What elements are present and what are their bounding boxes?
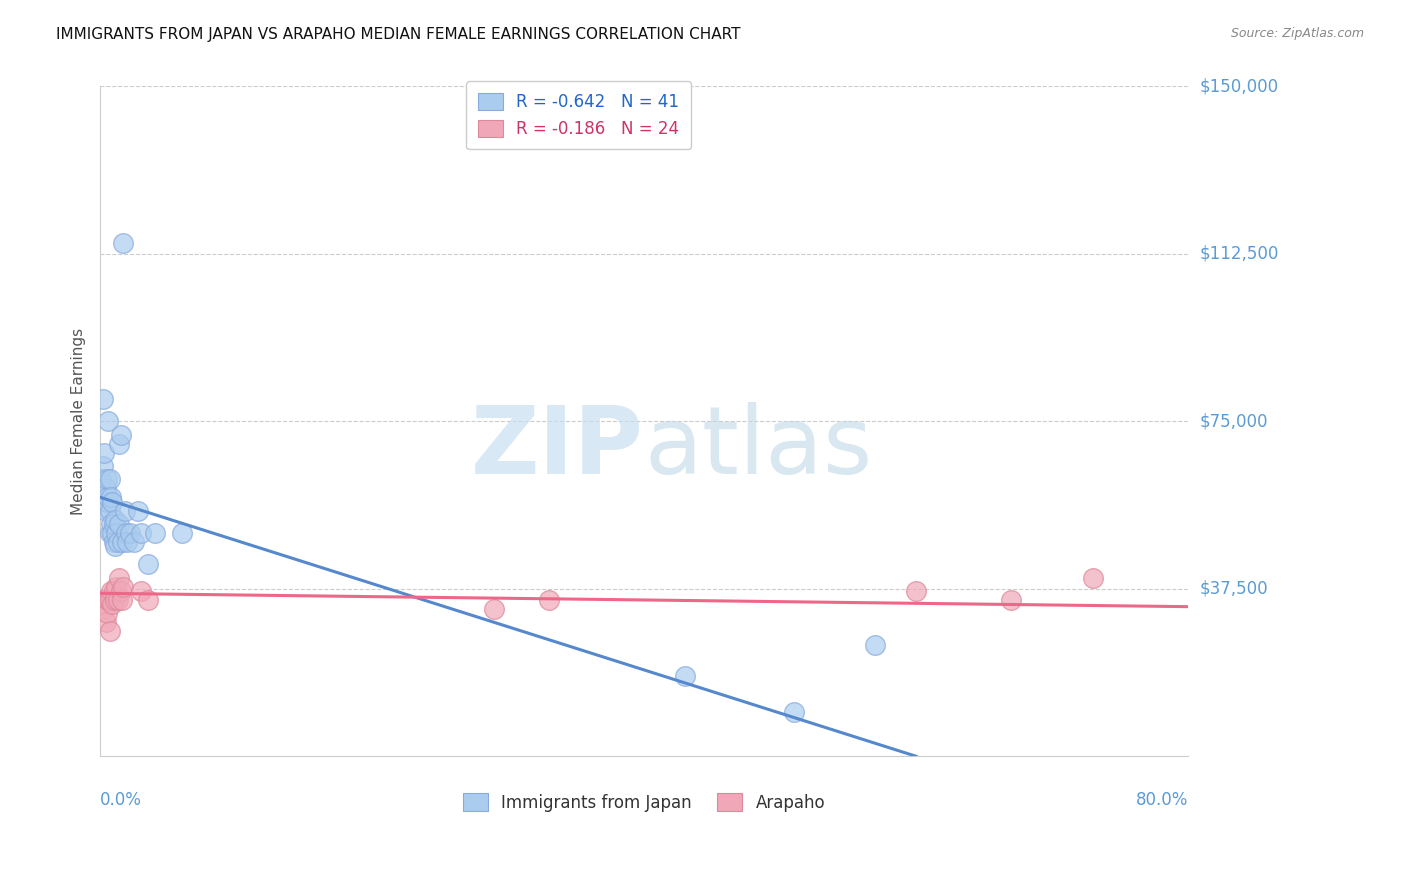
Text: Source: ZipAtlas.com: Source: ZipAtlas.com [1230, 27, 1364, 40]
Text: ZIP: ZIP [471, 402, 644, 494]
Point [112, 580, 135, 594]
Text: $112,500: $112,500 [1199, 245, 1278, 263]
Point [673, 669, 696, 683]
Point [98, 503, 121, 517]
Point [108, 517, 131, 532]
Point [136, 558, 159, 572]
Point [97, 593, 120, 607]
Text: $150,000: $150,000 [1199, 78, 1278, 95]
Point [115, 526, 138, 541]
Point [110, 584, 132, 599]
Point [105, 526, 128, 541]
Text: 80.0%: 80.0% [1136, 791, 1188, 809]
Point [98, 526, 121, 541]
Point [96, 607, 118, 621]
Point [94, 481, 117, 495]
Point [94, 615, 117, 630]
Point [91, 458, 114, 473]
Point [98, 624, 121, 639]
Point [107, 593, 129, 607]
Point [100, 517, 122, 532]
Point [103, 584, 125, 599]
Point [103, 517, 125, 532]
Point [127, 503, 149, 517]
Point [112, 235, 135, 250]
Point [104, 540, 127, 554]
Point [1000, 593, 1022, 607]
Point [96, 494, 118, 508]
Point [117, 535, 139, 549]
Point [107, 535, 129, 549]
Point [96, 472, 118, 486]
Point [129, 526, 152, 541]
Text: $75,000: $75,000 [1199, 412, 1268, 430]
Point [905, 584, 928, 599]
Point [91, 392, 114, 406]
Point [136, 593, 159, 607]
Point [97, 490, 120, 504]
Y-axis label: Median Female Earnings: Median Female Earnings [72, 327, 86, 515]
Point [118, 526, 141, 541]
Point [108, 436, 131, 450]
Point [91, 593, 114, 607]
Point [104, 593, 127, 607]
Point [110, 427, 132, 442]
Point [108, 571, 131, 585]
Point [97, 414, 120, 428]
Point [782, 705, 804, 719]
Point [111, 535, 134, 549]
Point [170, 526, 193, 541]
Point [100, 490, 122, 504]
Point [104, 513, 127, 527]
Point [537, 593, 560, 607]
Point [98, 593, 121, 607]
Point [143, 526, 166, 541]
Point [122, 535, 145, 549]
Point [98, 472, 121, 486]
Point [93, 445, 115, 459]
Text: atlas: atlas [644, 402, 872, 494]
Point [94, 503, 117, 517]
Text: $37,500: $37,500 [1199, 580, 1268, 598]
Text: 0.0%: 0.0% [100, 791, 142, 809]
Point [484, 602, 506, 616]
Point [114, 503, 136, 517]
Point [93, 602, 115, 616]
Point [100, 584, 122, 599]
Point [101, 526, 124, 541]
Point [111, 593, 134, 607]
Point [1081, 571, 1104, 585]
Legend: Immigrants from Japan, Arapaho: Immigrants from Japan, Arapaho [453, 783, 835, 822]
Point [90, 472, 112, 486]
Point [103, 535, 125, 549]
Point [865, 638, 887, 652]
Text: IMMIGRANTS FROM JAPAN VS ARAPAHO MEDIAN FEMALE EARNINGS CORRELATION CHART: IMMIGRANTS FROM JAPAN VS ARAPAHO MEDIAN … [56, 27, 741, 42]
Point [129, 584, 152, 599]
Point [101, 598, 124, 612]
Point [105, 580, 128, 594]
Point [101, 494, 124, 508]
